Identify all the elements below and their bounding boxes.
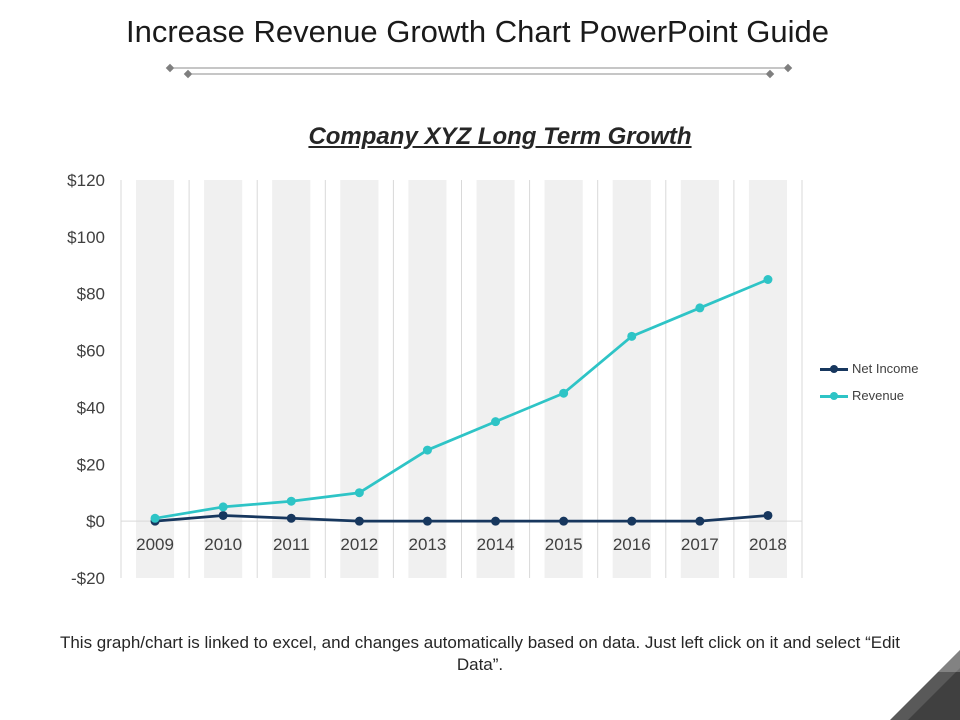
- y-axis-labels: -$20 $0 $20 $40 $60 $80 $100 $120: [67, 171, 105, 588]
- data-point-revenue: [763, 275, 773, 284]
- x-tick-label: 2018: [749, 535, 787, 554]
- legend-swatch-net-income: [820, 363, 848, 375]
- category-band: [476, 180, 515, 578]
- category-band: [680, 180, 719, 578]
- data-point-net-income: [627, 516, 637, 526]
- category-band: [408, 180, 447, 578]
- data-point-net-income: [559, 516, 569, 526]
- y-tick-label: -$20: [71, 569, 105, 588]
- x-tick-label: 2015: [545, 535, 583, 554]
- y-tick-label: $40: [77, 398, 105, 417]
- legend-label-revenue: Revenue: [852, 388, 905, 403]
- data-point-revenue: [354, 488, 364, 498]
- corner-decoration: [890, 650, 960, 720]
- data-point-revenue: [695, 303, 705, 313]
- category-band: [340, 180, 379, 578]
- category-band: [612, 180, 651, 578]
- legend-item-net-income: Net Income: [820, 355, 950, 382]
- y-tick-label: $100: [67, 228, 105, 247]
- data-point-net-income: [422, 516, 432, 526]
- title-divider: [165, 63, 793, 79]
- data-point-revenue: [218, 502, 228, 512]
- x-tick-label: 2010: [204, 535, 242, 554]
- series-lines: [154, 278, 769, 523]
- data-point-revenue: [491, 417, 501, 427]
- category-band: [135, 180, 175, 578]
- series-points: [150, 275, 773, 526]
- category-band: [544, 180, 583, 578]
- data-point-net-income: [695, 516, 705, 526]
- x-tick-label: 2011: [273, 535, 310, 554]
- data-point-net-income: [354, 516, 364, 526]
- footnote: This graph/chart is linked to excel, and…: [59, 633, 901, 674]
- data-point-revenue: [627, 331, 637, 341]
- chart-legend: Net Income Revenue: [820, 355, 950, 409]
- x-tick-label: 2012: [340, 535, 378, 554]
- data-point-net-income: [286, 513, 296, 523]
- y-tick-label: $60: [77, 342, 105, 361]
- legend-label-net-income: Net Income: [852, 361, 919, 376]
- x-tick-label: 2017: [681, 535, 719, 554]
- category-bands: [135, 180, 788, 578]
- y-tick-label: $120: [67, 171, 105, 190]
- data-point-revenue: [150, 513, 160, 523]
- data-point-net-income: [491, 516, 501, 526]
- slide-title: Increase Revenue Growth Chart PowerPoint…: [125, 14, 830, 49]
- x-tick-label: 2016: [613, 535, 651, 554]
- series-line-revenue: [154, 278, 769, 520]
- y-tick-label: $80: [77, 285, 105, 304]
- chart-title: Company XYZ Long Term Growth: [308, 123, 692, 150]
- series-line-net-income: [154, 514, 769, 523]
- x-tick-label: 2009: [136, 535, 174, 554]
- legend-swatch-revenue: [820, 390, 848, 402]
- data-point-revenue: [559, 388, 569, 398]
- x-axis-labels: 2009 2010 2011 2012 2013 2014 2015 2016 2017 2018: [136, 535, 787, 554]
- data-point-revenue: [422, 445, 432, 455]
- data-point-net-income: [763, 510, 773, 520]
- legend-item-revenue: Revenue: [820, 382, 950, 409]
- data-point-revenue: [286, 496, 296, 506]
- y-tick-label: $0: [86, 512, 105, 531]
- data-point-net-income: [218, 510, 228, 520]
- y-tick-label: $20: [77, 455, 105, 474]
- x-tick-label: 2013: [409, 535, 447, 554]
- x-tick-label: 2014: [477, 535, 515, 554]
- category-band: [272, 180, 311, 578]
